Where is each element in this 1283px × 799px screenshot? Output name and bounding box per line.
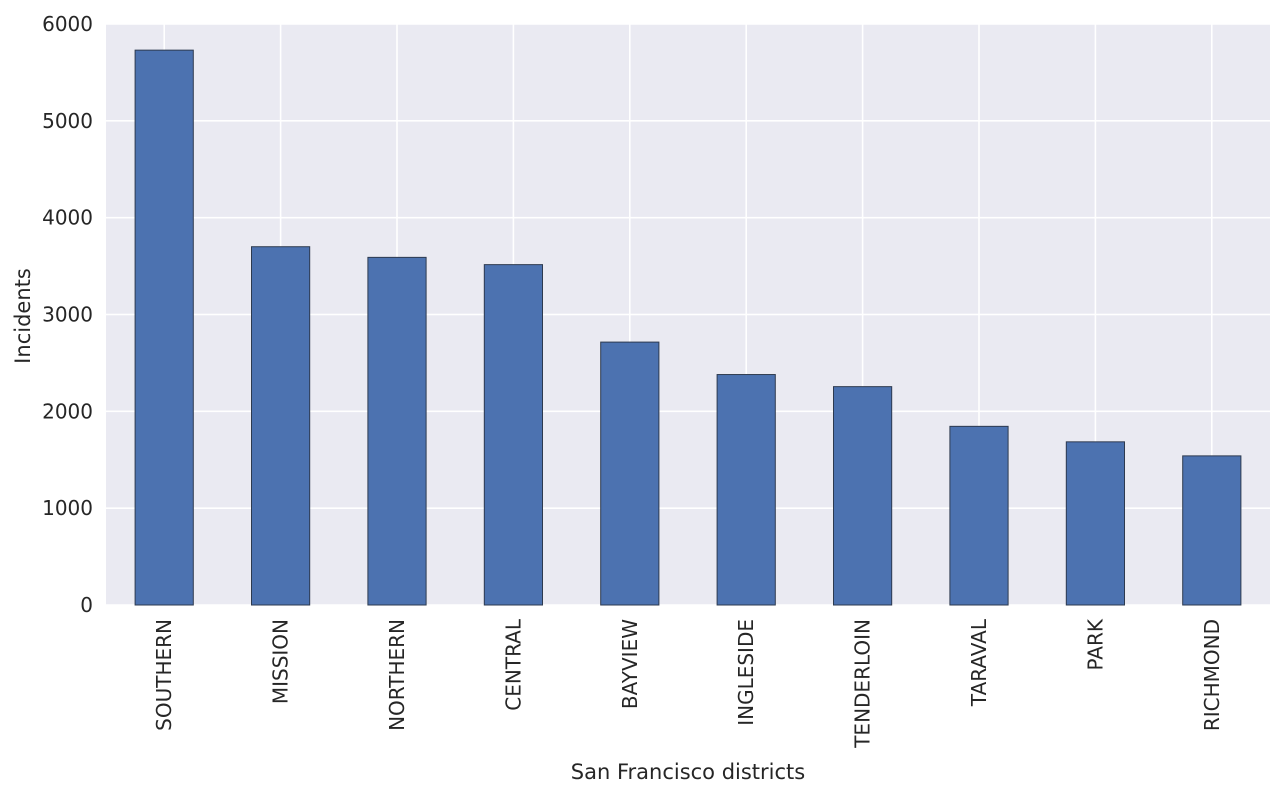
x-tick-label: RICHMOND [1200,619,1224,731]
x-tick-label: CENTRAL [501,618,525,711]
bar-tenderloin [833,386,893,606]
y-tick-label: 3000 [42,303,93,327]
x-tick-label: MISSION [269,619,293,704]
bar-southern [134,49,194,606]
bar-northern [367,256,427,606]
x-tick-labels: SOUTHERN MISSION NORTHERN CENTRAL BAYVIEW ING… [152,618,1224,749]
y-tick-label: 6000 [42,12,93,36]
bar-taraval [949,425,1009,606]
y-axis-label: Incidents [11,268,35,364]
bar-richmond [1182,455,1242,606]
x-tick-label: PARK [1083,618,1107,670]
y-tick-label: 5000 [42,109,93,133]
x-axis-label: San Francisco districts [571,760,805,784]
bar-ingleside [716,374,776,606]
bar-central [483,264,543,606]
y-tick-labels: 0 1000 2000 3000 4000 5000 6000 [42,12,93,617]
y-tick-label: 2000 [42,399,93,423]
bars [134,49,1242,606]
bar-park [1065,441,1126,606]
x-tick-label: BAYVIEW [618,619,642,709]
x-tick-label: SOUTHERN [152,619,176,731]
bar-mission [251,246,311,606]
x-tick-label: NORTHERN [385,619,409,731]
x-tick-label: TARAVAL [967,618,991,707]
x-tick-label: TENDERLOIN [851,619,875,749]
bar-bayview [600,341,660,606]
y-tick-label: 1000 [42,496,93,520]
x-tick-label: INGLESIDE [734,619,758,726]
y-tick-label: 4000 [42,206,93,230]
y-tick-label: 0 [80,593,93,617]
